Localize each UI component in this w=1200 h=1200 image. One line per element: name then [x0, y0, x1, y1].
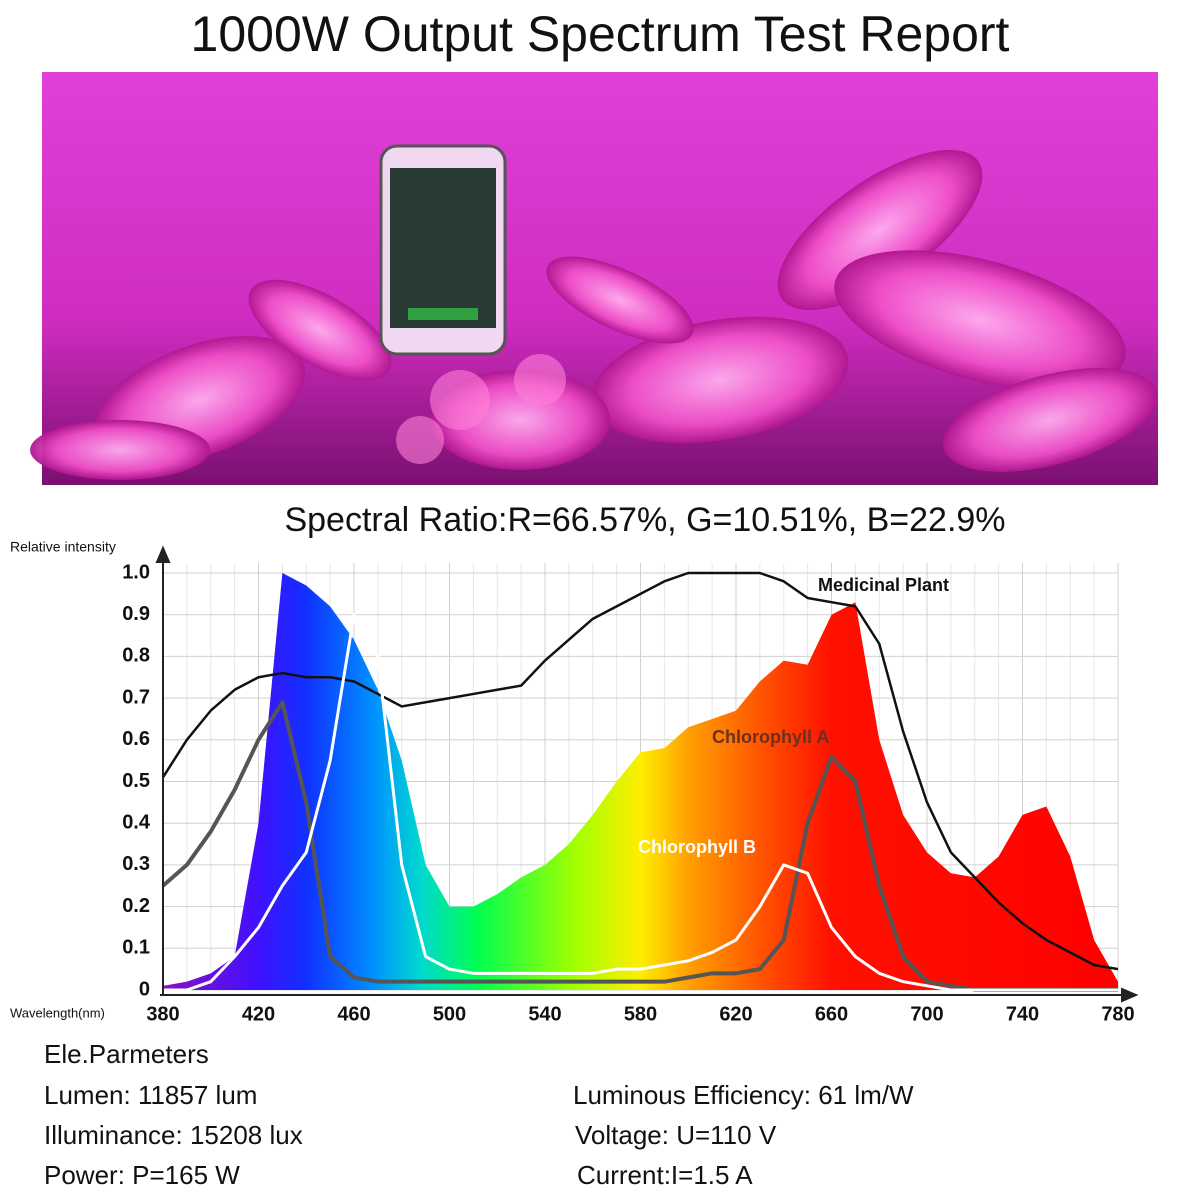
x-tick-label: 420 — [242, 1003, 275, 1025]
param-item: Voltage: U=110 V — [575, 1120, 777, 1150]
x-tick-label: 580 — [624, 1003, 657, 1025]
x-tick-label: 740 — [1006, 1003, 1039, 1025]
subtitle: Spectral Ratio:R=66.57%, G=10.51%, B=22.… — [284, 501, 1005, 539]
y-tick-label: 0.4 — [122, 811, 151, 833]
x-tick-label: 380 — [146, 1003, 179, 1025]
series-line — [161, 700, 1118, 992]
param-item: Current:I=1.5 A — [577, 1160, 753, 1190]
y-tick-label: 0.1 — [122, 937, 150, 959]
y-tick-label: 0.8 — [122, 645, 150, 667]
param-item: Luminous Efficiency: 61 lm/W — [573, 1080, 914, 1110]
x-tick-label: 460 — [337, 1003, 370, 1025]
series-label: Medicinal Plant — [818, 575, 949, 595]
y-tick-label: 0.7 — [122, 686, 150, 708]
page-title: 1000W Output Spectrum Test Report — [191, 6, 1010, 62]
y-tick-label: 1.0 — [122, 561, 150, 583]
series-label: Chlorophyll A — [712, 727, 829, 747]
y-tick-label: 0.3 — [122, 853, 150, 875]
x-tick-label: 540 — [528, 1003, 561, 1025]
y-tick-label: 0 — [139, 978, 150, 1000]
param-item: Lumen: 11857 lum — [44, 1080, 257, 1110]
param-item: Illuminance: 15208 lux — [44, 1120, 303, 1150]
x-tick-label: 500 — [433, 1003, 466, 1025]
parameters: Lumen: 11857 lum Illuminance: 15208 lux Po… — [44, 1080, 914, 1190]
y-tick-label: 0.9 — [122, 603, 150, 625]
x-tick-label: 660 — [815, 1003, 848, 1025]
y-axis-label: Relative intensity — [10, 539, 116, 555]
series-label: Chlorophyll B — [638, 837, 756, 857]
photo — [30, 72, 1158, 485]
y-tick-label: 0.6 — [122, 728, 150, 750]
x-tick-label: 620 — [719, 1003, 752, 1025]
x-axis-label: Wavelength(nm) — [10, 1005, 105, 1020]
param-item: Power: P=165 W — [44, 1160, 240, 1190]
params-heading: Ele.Parmeters — [44, 1039, 209, 1069]
series-line — [161, 571, 1119, 971]
x-tick-label: 700 — [910, 1003, 943, 1025]
plot: Medicinal Plant Chlorophyll A Chlorophyll … — [161, 571, 1119, 992]
axes — [155, 545, 1139, 1003]
y-tick-label: 0.5 — [122, 770, 150, 792]
x-tick-label: 780 — [1101, 1003, 1134, 1025]
tick-labels: 0 0.1 0.2 0.3 0.4 0.5 0.6 0.7 0.8 0.9 1.0 380 420 460… — [122, 561, 1135, 1025]
y-tick-label: 0.2 — [122, 895, 150, 917]
series-line — [163, 613, 1118, 992]
